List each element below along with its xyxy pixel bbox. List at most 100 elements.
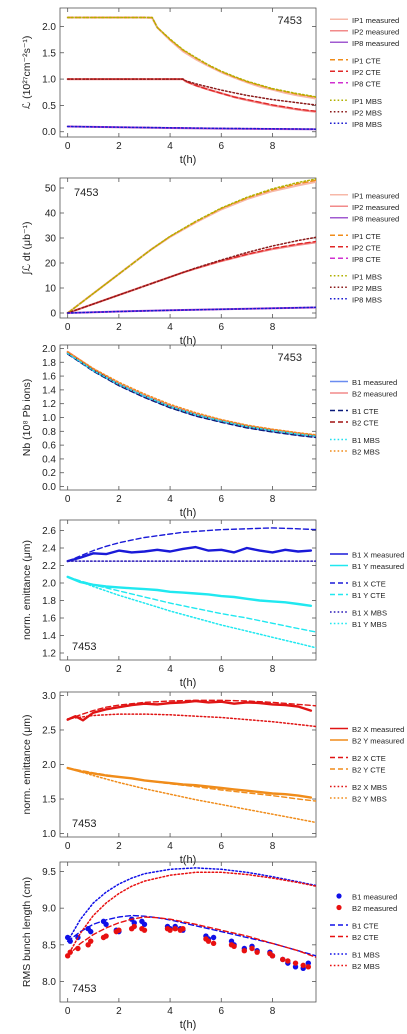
data-point — [231, 943, 237, 949]
x-axis-label: t(h) — [180, 1019, 197, 1031]
data-point — [131, 923, 137, 930]
legend-entry: IP1 CTE — [352, 56, 381, 65]
legend-entry: IP1 CTE — [352, 232, 381, 241]
y-tick-label: 50 — [45, 184, 57, 195]
y-tick-label: 20 — [45, 259, 57, 270]
chart-panel-2: 0 2 4 6 8 0 10 20 30 40 50 t(h) ∫ℒ dt (μb⁻¹) 7453 IP1 … — [21, 177, 399, 347]
y-tick-label: 1.6 — [42, 372, 56, 383]
series-line — [66, 766, 313, 799]
y-tick-label: 1.0 — [42, 413, 56, 424]
x-tick-label: 6 — [218, 1006, 224, 1017]
legend-entry: IP1 measured — [352, 191, 399, 200]
y-tick-label: 2.0 — [42, 579, 56, 590]
y-tick-label: 2.0 — [42, 344, 56, 355]
y-axis-label: ∫ℒ dt (μb⁻¹) — [21, 222, 33, 276]
y-tick-label: 1.0 — [42, 829, 56, 840]
series-line — [66, 576, 316, 649]
series-line — [66, 352, 316, 437]
x-tick-label: 2 — [116, 322, 122, 333]
y-tick-label: 0.5 — [42, 101, 56, 112]
legend-entry: B1 X measured — [352, 551, 404, 560]
fill-number-label: 7453 — [72, 818, 96, 830]
y-tick-label: 1.4 — [42, 631, 56, 642]
legend: IP1 measured IP2 measured IP8 measured IP1 … — [330, 191, 399, 304]
y-tick-label: 1.2 — [42, 649, 56, 660]
y-tick-label: 0.6 — [42, 441, 56, 452]
series-line — [66, 575, 313, 607]
chart-panel-1: 0 2 4 6 8 0.0 0.5 1.0 1.5 2.0 t(h) ℒ (10²⁷cm⁻²s⁻¹) 7… — [21, 7, 399, 166]
legend-entry: B1 X MBS — [352, 609, 387, 618]
y-tick-label: 9.0 — [42, 904, 56, 915]
data-point — [205, 938, 212, 944]
legend-entry: IP1 MBS — [352, 97, 382, 106]
x-tick-label: 0 — [65, 322, 71, 333]
fill-number-label: 7453 — [278, 15, 302, 27]
series-line — [66, 351, 316, 436]
y-tick-label: 0 — [50, 309, 56, 320]
fill-number-label: 7453 — [74, 187, 98, 199]
x-axis-label: t(h) — [180, 677, 197, 689]
y-tick-label: 2.0 — [42, 760, 56, 771]
y-tick-label: 1.6 — [42, 614, 56, 625]
x-tick-label: 8 — [270, 1006, 276, 1017]
y-tick-label: 2.5 — [42, 725, 56, 736]
data-point — [180, 926, 186, 932]
y-axis-label: RMS bunch length (cm) — [21, 877, 33, 987]
legend-entry: IP8 CTE — [352, 79, 381, 88]
x-axis-label: t(h) — [180, 335, 197, 347]
y-tick-label: 0.2 — [42, 468, 56, 479]
legend-entry: B2 measured — [352, 390, 397, 399]
series-line — [67, 527, 316, 562]
plot-frame — [59, 861, 317, 1003]
x-tick-label: 0 — [65, 841, 71, 852]
x-tick-label: 6 — [218, 841, 224, 852]
legend-entry: B2 X CTE — [352, 754, 386, 763]
y-tick-label: 10 — [45, 284, 57, 295]
y-tick-label: 2.6 — [42, 526, 56, 537]
x-tick-label: 6 — [218, 322, 224, 333]
legend-entry: IP2 measured — [352, 203, 399, 212]
fill-number-label: 7453 — [278, 352, 302, 364]
y-axis-label: ℒ (10²⁷cm⁻²s⁻¹) — [21, 36, 33, 110]
legend-entry: B2 X measured — [352, 725, 404, 734]
data-point — [167, 927, 173, 933]
x-tick-label: 0 — [65, 664, 71, 675]
series-line — [66, 871, 316, 957]
legend: B1 measured B2 measured B1 CTE B2 CTE B1 MBS… — [330, 893, 397, 971]
legend-entry: B2 X MBS — [352, 783, 387, 792]
series-line — [66, 306, 316, 314]
data-point — [88, 928, 94, 935]
series-line — [66, 16, 316, 98]
series-line — [67, 179, 316, 314]
y-tick-label: 1.5 — [42, 795, 56, 806]
legend-entry: B1 CTE — [352, 922, 379, 931]
plot-frame — [59, 691, 317, 838]
x-tick-label: 6 — [218, 664, 224, 675]
y-tick-label: 1.2 — [42, 399, 56, 410]
chart-panel-3: 0 2 4 6 8 0.0 0.2 0.4 0.6 0.8 1.0 1.2 1.4 1.6 1.8 2.0 t(… — [21, 344, 397, 519]
legend-entry: B1 MBS — [352, 436, 380, 445]
legend-entry: B2 measured — [352, 904, 397, 913]
y-tick-label: 0.4 — [42, 454, 56, 465]
x-tick-label: 0 — [65, 1006, 71, 1017]
legend-entry: B2 Y measured — [352, 737, 404, 746]
x-tick-label: 4 — [167, 141, 173, 152]
x-tick-label: 2 — [116, 141, 122, 152]
y-tick-label: 0.8 — [42, 427, 56, 438]
y-tick-label: 9.5 — [42, 867, 56, 878]
chart-panel-6: 0 2 4 6 8 8.0 8.5 9.0 9.5 t(h) RMS bunch length (c… — [21, 861, 397, 1031]
x-axis-label: t(h) — [180, 854, 197, 866]
y-tick-label: 8.5 — [42, 940, 56, 951]
series-line — [67, 576, 316, 633]
x-tick-label: 2 — [116, 494, 122, 505]
data-point — [172, 926, 178, 932]
plot-frame — [59, 7, 317, 138]
data-point — [254, 949, 260, 955]
x-tick-label: 4 — [167, 322, 173, 333]
legend-entry: IP8 measured — [352, 39, 399, 48]
series-line — [66, 78, 316, 106]
series-line — [66, 867, 316, 942]
x-tick-label: 0 — [65, 141, 71, 152]
series-line — [66, 713, 316, 728]
x-tick-label: 2 — [116, 1006, 122, 1017]
